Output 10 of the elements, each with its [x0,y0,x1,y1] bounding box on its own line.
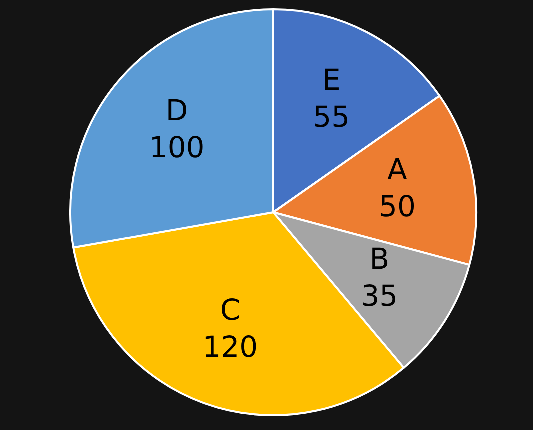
slice-label: A [388,152,408,187]
data-label: 100 [149,130,205,165]
data-label: 55 [313,100,350,134]
slice-label: C [220,292,241,327]
slice-label: D [166,94,188,128]
data-label: 35 [361,279,398,314]
data-label: 50 [378,190,416,224]
slice-label: B [370,242,390,276]
slice-label: E [322,62,341,97]
data-label: 120 [202,330,258,364]
